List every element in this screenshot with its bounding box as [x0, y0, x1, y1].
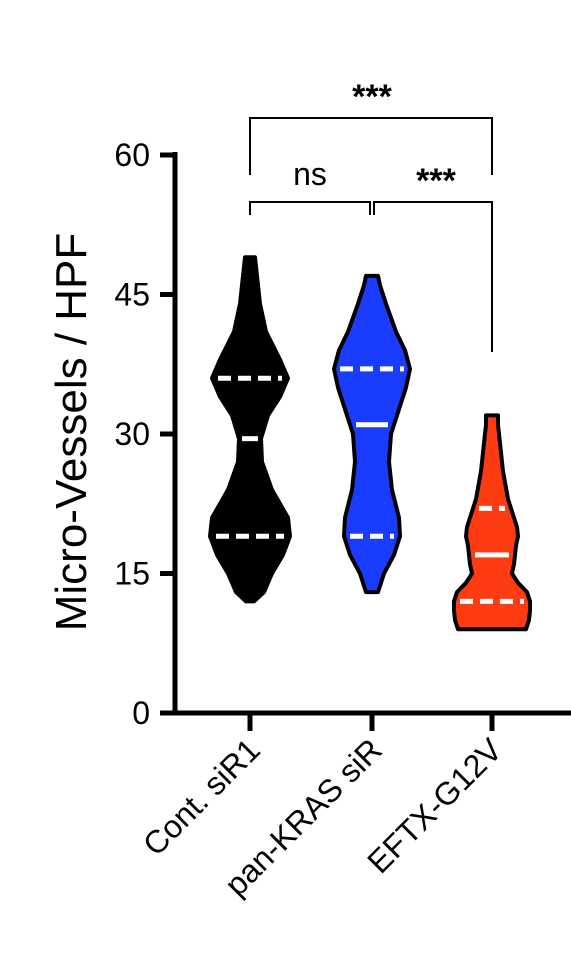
y-tick-label: 45	[114, 277, 150, 313]
significance-label: ***	[352, 78, 392, 116]
x-category-label: Cont. siR1	[136, 731, 267, 862]
violin-body	[332, 273, 412, 595]
y-axis-label: Micro-Vessels / HPF	[47, 233, 96, 632]
violin-body	[208, 255, 292, 604]
significance-label: ns	[293, 156, 327, 192]
significance-label: ***	[416, 162, 456, 200]
y-tick-label: 0	[132, 695, 150, 731]
significance-bracket	[249, 117, 493, 175]
violin-body	[452, 413, 532, 632]
y-tick-label: 60	[114, 137, 150, 173]
y-tick-label: 30	[114, 416, 150, 452]
y-ticks: 0 15 30 45 60	[114, 137, 176, 731]
violins-layer	[208, 255, 532, 632]
y-tick-label: 15	[114, 556, 150, 592]
significance-bracket	[373, 201, 493, 352]
significance-bracket	[249, 201, 371, 215]
significance-brackets: ns *** ***	[249, 78, 493, 352]
